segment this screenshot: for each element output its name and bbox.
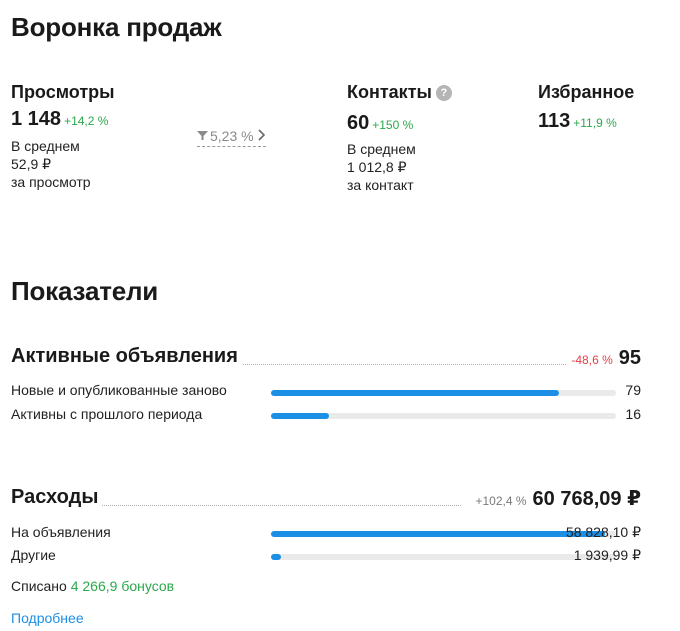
filter-icon [197, 128, 208, 144]
views-avg-unit: за просмотр [11, 174, 91, 190]
contacts-avg-unit: за контакт [347, 177, 414, 193]
expenses-title: Расходы [11, 486, 103, 509]
contacts-value-row: 60 +150 % [347, 112, 413, 135]
conversion-value: 5,23 % [210, 128, 254, 144]
expense-row-label: Другие [11, 547, 56, 563]
active-row-bar [271, 413, 616, 419]
active-row-bar [271, 390, 616, 396]
help-icon[interactable]: ? [435, 85, 452, 101]
bonus-amount: 4 266,9 бонусов [70, 578, 175, 594]
active-ads-title: Активные объявления [11, 345, 242, 368]
funnel-title: Воронка продаж [11, 12, 222, 42]
views-average: В среднем 52,9 ₽ за просмотр [11, 137, 91, 191]
expenses-summary: +102,4 % 60 768,09 ₽ [471, 486, 641, 511]
active-row-label: Активны с прошлого периода [11, 406, 203, 422]
contacts-avg-label: В среднем [347, 141, 416, 157]
active-row-value: 79 [625, 382, 641, 398]
written-off: Списано 4 266,9 бонусов [11, 578, 174, 594]
active-ads-total: 95 [618, 347, 641, 369]
expenses-total: 60 768,09 ₽ [532, 488, 641, 510]
conversion-link[interactable]: 5,23 % [197, 128, 266, 147]
active-ads-leader [11, 364, 566, 365]
favorites-delta: +11,9 % [573, 116, 617, 130]
chevron-right-icon [256, 128, 266, 144]
active-ads-summary: -48,6 % 95 [567, 347, 641, 370]
contacts-header: Контакты? [347, 82, 452, 103]
contacts-value: 60 [347, 112, 370, 134]
expenses-leader [11, 505, 461, 506]
active-row-fill [271, 413, 329, 419]
views-title: Просмотры [11, 82, 115, 102]
contacts-delta: +150 % [372, 118, 414, 132]
expense-row-value: 1 939,99 ₽ [573, 547, 641, 563]
contacts-average: В среднем 1 012,8 ₽ за контакт [347, 140, 416, 194]
views-value: 1 148 [11, 108, 62, 130]
more-details-link[interactable]: Подробнее [11, 610, 84, 626]
expense-row-value: 58 828,10 ₽ [565, 524, 641, 540]
favorites-value-row: 113 +11,9 % [538, 110, 617, 133]
favorites-value: 113 [538, 110, 571, 132]
expense-row-fill [271, 531, 605, 537]
expense-row-label: На объявления [11, 524, 111, 540]
expenses-delta: +102,4 % [475, 494, 527, 508]
views-avg-value: 52,9 ₽ [11, 156, 52, 172]
active-row-value: 16 [625, 406, 641, 422]
written-off-label: Списано [11, 578, 67, 594]
contacts-title: Контакты [347, 82, 432, 102]
indicators-title: Показатели [11, 276, 159, 306]
expense-row-bar [271, 554, 616, 560]
expense-row-fill [271, 554, 281, 560]
favorites-title: Избранное [538, 82, 635, 102]
contacts-avg-value: 1 012,8 ₽ [347, 159, 407, 175]
views-value-row: 1 148 +14,2 % [11, 108, 108, 131]
views-delta: +14,2 % [64, 114, 109, 128]
active-ads-delta: -48,6 % [571, 353, 613, 367]
active-row-fill [271, 390, 560, 396]
active-row-label: Новые и опубликованные заново [11, 382, 227, 398]
views-avg-label: В среднем [11, 138, 80, 154]
expense-row-bar [271, 531, 616, 537]
